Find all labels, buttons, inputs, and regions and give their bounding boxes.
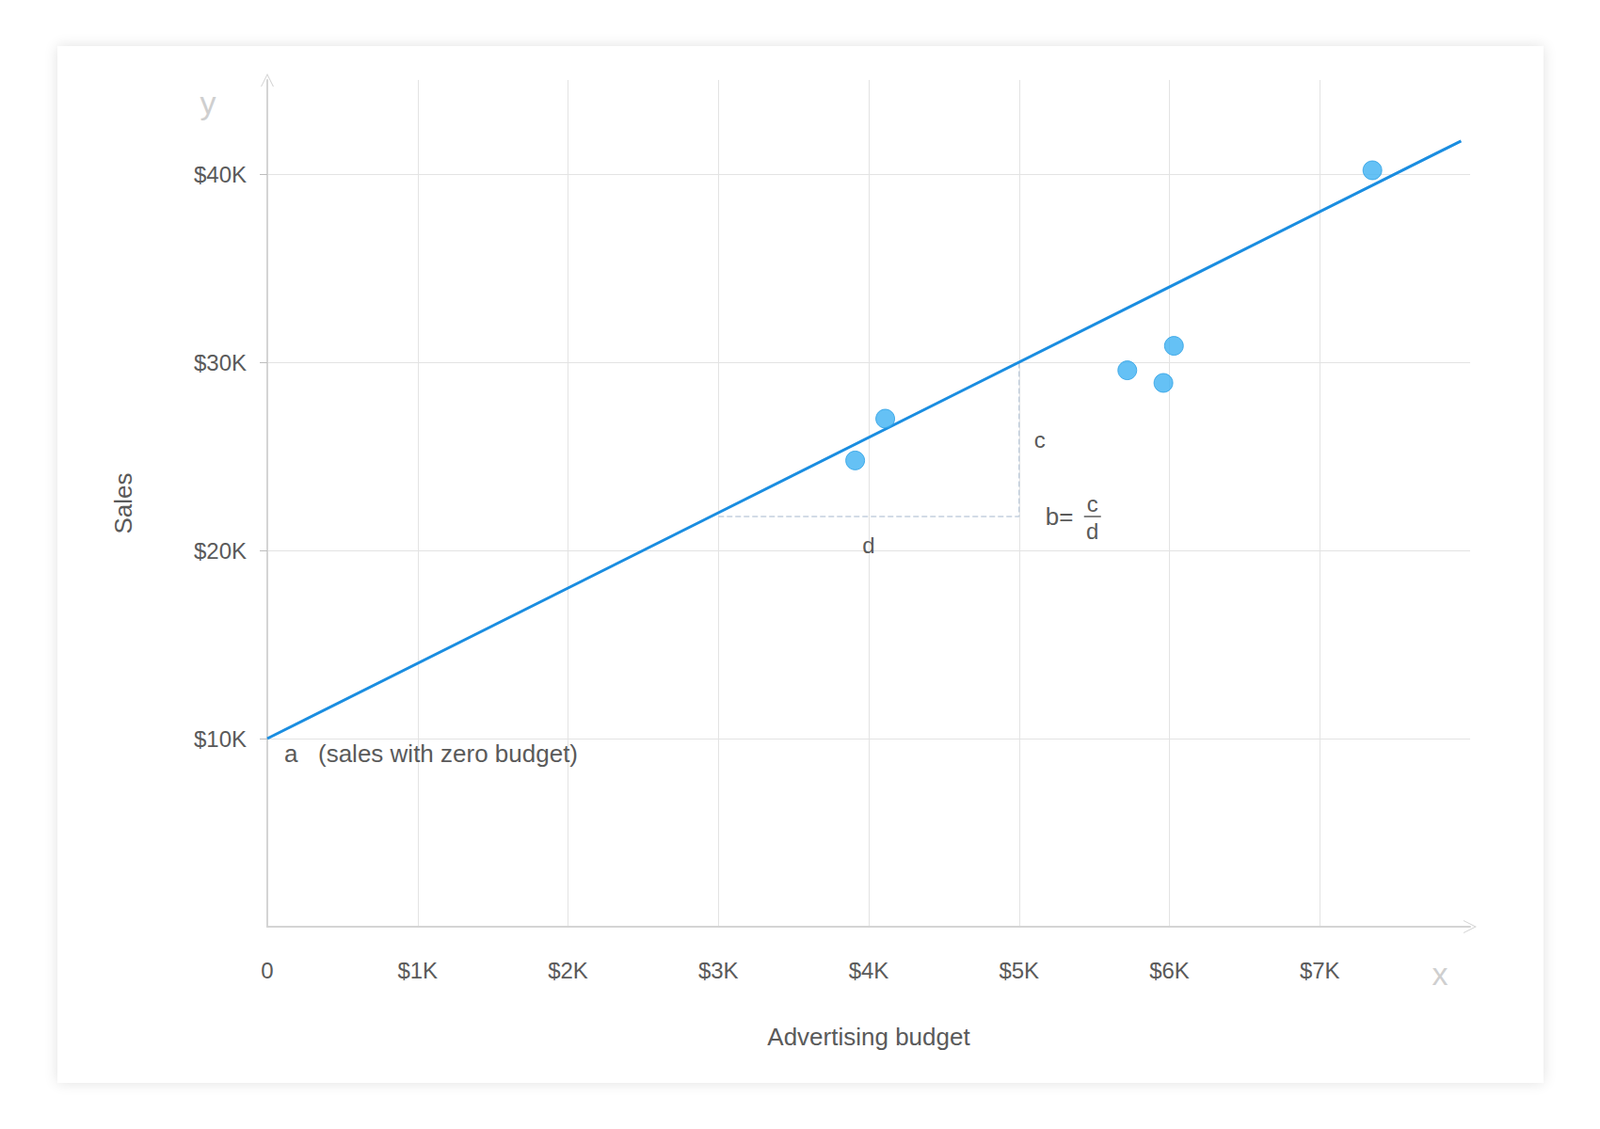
svg-text:(sales with zero budget): (sales with zero budget) <box>318 739 578 768</box>
svg-text:$3K: $3K <box>698 958 739 984</box>
svg-text:$1K: $1K <box>397 958 438 984</box>
svg-text:$7K: $7K <box>1299 958 1341 984</box>
svg-text:a: a <box>284 739 299 768</box>
svg-text:$6K: $6K <box>1149 958 1190 984</box>
svg-text:b=: b= <box>1045 502 1074 531</box>
svg-text:Advertising budget: Advertising budget <box>767 1023 971 1052</box>
svg-text:Sales: Sales <box>109 472 138 534</box>
svg-text:x: x <box>1432 956 1449 992</box>
svg-text:$2K: $2K <box>547 958 589 984</box>
svg-text:c: c <box>1034 427 1046 453</box>
svg-text:d: d <box>862 532 875 559</box>
svg-text:$20K: $20K <box>193 538 247 564</box>
svg-text:d: d <box>1086 518 1099 544</box>
svg-text:$5K: $5K <box>998 958 1040 984</box>
svg-text:$30K: $30K <box>193 350 247 376</box>
svg-text:c: c <box>1087 491 1099 517</box>
svg-text:$40K: $40K <box>193 161 247 188</box>
svg-text:y: y <box>200 84 217 121</box>
svg-text:$4K: $4K <box>848 958 890 984</box>
svg-text:$10K: $10K <box>193 726 247 752</box>
svg-text:0: 0 <box>260 958 273 984</box>
